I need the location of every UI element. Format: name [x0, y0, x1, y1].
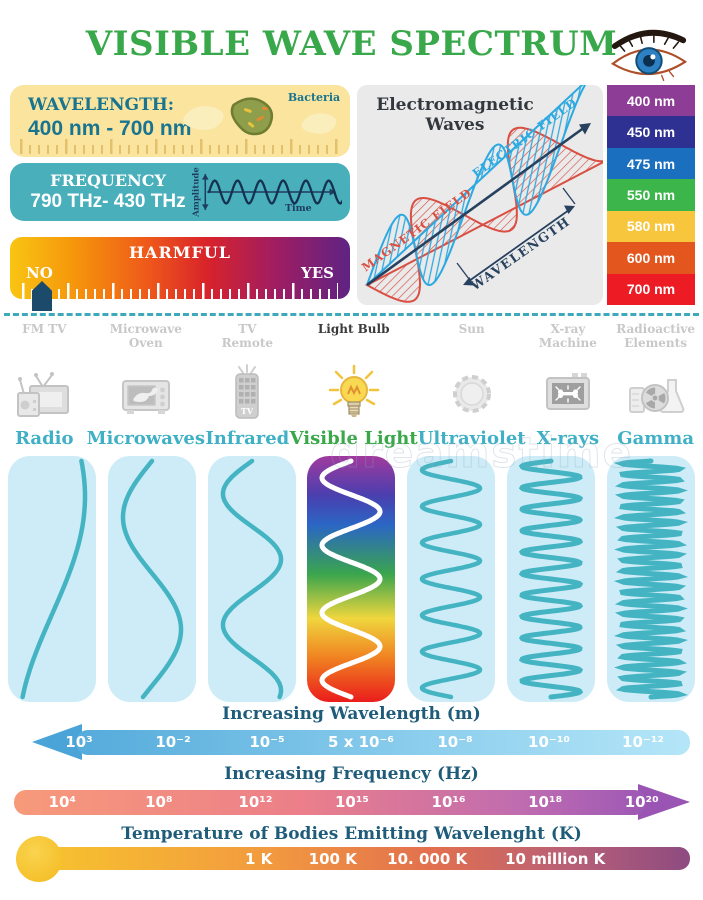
amplitude-axis-label: Amplitude	[192, 167, 202, 217]
nm-band: 400 nm	[607, 85, 695, 117]
wavelength-scale-title: Increasing Wavelength (m)	[222, 704, 481, 724]
spectrum-column-ultraviolet: Sun Ultraviolet	[418, 322, 526, 454]
category-label-radio: Radio	[15, 428, 74, 449]
scale-value: 10⁻¹²	[622, 733, 664, 751]
source-label: TV Remote	[221, 322, 274, 351]
time-axis-label: Time	[285, 203, 312, 214]
category-label-infrared: Infrared	[205, 428, 290, 449]
spectrum-column-visible-light: Light Bulb Visible Light	[290, 322, 418, 454]
spectrum-sources-row: FM TV Radio Microwave Oven	[2, 322, 701, 454]
wave-panel-visible-light	[307, 456, 396, 702]
scale-value: 10⁴	[48, 793, 76, 811]
source-label: Sun	[458, 322, 485, 336]
nm-color-scale: 400 nm 450 nm 475 nm 550 nm 580 nm 600 n…	[607, 85, 695, 305]
source-label: X-ray Machine	[538, 322, 597, 351]
harmful-yes-label: YES	[301, 264, 334, 282]
spectrum-column-infrared: TV Remote TV Infrared	[205, 322, 290, 454]
scale-value: 10⁻¹⁰	[528, 733, 570, 751]
harmful-slider-marker[interactable]	[32, 281, 52, 311]
scale-value: 10¹⁵	[334, 793, 369, 811]
scale-value: 10⁻⁵	[249, 733, 285, 751]
wave-panel-gamma	[607, 456, 696, 702]
sun-icon	[452, 375, 491, 413]
spectrum-column-x-rays: X-ray Machine X-rays	[526, 322, 611, 454]
amplitude-time-wave-icon: Amplitude Time	[192, 167, 342, 217]
x-ray-machine-icon	[545, 373, 590, 410]
scale-value: 100 K	[308, 850, 357, 868]
dashed-divider	[4, 313, 699, 316]
frequency-scale-title: Increasing Frequency (Hz)	[224, 764, 479, 784]
temperature-scale-dot	[16, 836, 62, 882]
category-label-visible-light: Visible Light	[289, 428, 418, 449]
eye-icon	[610, 29, 688, 82]
category-label-microwaves: Microwaves	[86, 428, 206, 449]
radio-tv-icon	[17, 372, 70, 417]
scale-value: 10⁻²	[155, 733, 191, 751]
wave-panel-ultraviolet	[407, 456, 496, 702]
category-label-x-rays: X-rays	[536, 428, 600, 449]
tv-remote-icon: TV	[235, 364, 260, 419]
harmful-scale-box: HARMFUL NO YES	[10, 237, 350, 311]
source-label: FM TV	[22, 322, 67, 336]
page-title: VISIBLE WAVE SPECTRUM	[85, 24, 618, 64]
scale-value: 10³	[65, 733, 93, 751]
bacteria-label: Bacteria	[288, 91, 340, 104]
nm-band: 550 nm	[607, 179, 695, 211]
spectrum-column-gamma: Radioactive Elements Gamma	[610, 322, 701, 454]
scale-value: 10¹⁶	[431, 793, 466, 811]
sine-wave	[207, 179, 342, 205]
nm-band: 450 nm	[607, 116, 695, 148]
scale-value: 5 x 10⁻⁶	[328, 733, 394, 751]
wavelength-label: WAVELENGTH:	[28, 95, 175, 115]
scale-value: 10¹²	[238, 793, 273, 811]
temperature-scale-title: Temperature of Bodies Emitting Wavelengh…	[121, 824, 582, 844]
electric-field-wave	[366, 85, 587, 286]
category-label-ultraviolet: Ultraviolet	[417, 428, 526, 449]
propagation-axis	[366, 125, 586, 287]
scale-value: 10 million K	[505, 850, 606, 868]
wave-panels-row	[2, 456, 701, 702]
harmful-label: HARMFUL	[128, 243, 232, 262]
scale-value: 10⁻⁸	[437, 733, 473, 751]
category-label-gamma: Gamma	[617, 428, 694, 449]
nm-band: 700 nm	[607, 273, 695, 305]
frequency-value: 790 THz- 430 THz	[30, 191, 186, 212]
spectrum-column-microwaves: Microwave Oven Microwaves	[87, 322, 205, 454]
wave-panel-infrared	[207, 456, 296, 702]
wave-panel-microwaves	[107, 456, 196, 702]
source-label: Microwave Oven	[109, 322, 182, 351]
frequency-label: FREQUENCY	[50, 171, 166, 190]
bacteria-icon: Bacteria	[183, 91, 340, 136]
scale-value: 10⁸	[145, 793, 173, 811]
spectrum-column-radio: FM TV Radio	[2, 322, 87, 454]
temperature-scale-bar: 1 K 100 K 10. 000 K 10 million K	[16, 836, 690, 882]
source-label: Light Bulb	[317, 322, 390, 336]
scale-value: 1 K	[244, 850, 273, 868]
frequency-scale-bar: 10⁴ 10⁸ 10¹² 10¹⁵ 10¹⁶ 10¹⁸ 10²⁰	[14, 784, 690, 820]
nm-band: 580 nm	[607, 210, 695, 243]
em-wave-art: MAGNETIC FIELD ELECTRIC FIELD WAVELENGTH	[359, 85, 603, 303]
wavelength-value: 400 nm - 700 nm	[28, 117, 192, 140]
wave-panel-radio	[7, 456, 96, 702]
nm-band: 475 nm	[607, 147, 695, 180]
scale-value: 10¹⁸	[528, 793, 563, 811]
microwave-oven-icon	[121, 380, 170, 414]
electromagnetic-waves-diagram: Electromagnetic Waves MAGNETIC FIELD ELEC…	[357, 85, 603, 305]
source-label: Radioactive Elements	[616, 322, 695, 351]
svg-text:TV: TV	[241, 406, 254, 416]
scale-value: 10²⁰	[624, 793, 659, 811]
scale-value: 10. 000 K	[387, 850, 468, 868]
light-bulb-icon	[328, 364, 379, 417]
harmful-no-label: NO	[26, 264, 53, 282]
em-diagram-title: Electromagnetic Waves	[376, 95, 534, 136]
wavelength-scale-bar: 10³ 10⁻² 10⁻⁵ 5 x 10⁻⁶ 10⁻⁸ 10⁻¹⁰ 10⁻¹²	[32, 724, 690, 760]
wavelength-info-box: WAVELENGTH: 400 nm - 700 nm Bacteria	[10, 85, 350, 157]
radioactive-elements-icon	[628, 379, 684, 413]
nm-band: 600 nm	[607, 242, 695, 274]
frequency-info-box: FREQUENCY 790 THz- 430 THz Amplitude Tim…	[10, 163, 350, 221]
wave-panel-x-rays	[507, 456, 596, 702]
